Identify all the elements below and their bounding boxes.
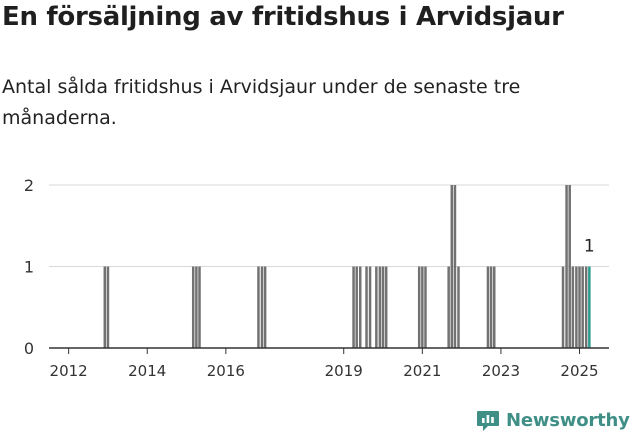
brand-name: Newsworthy — [506, 409, 630, 431]
bar — [489, 266, 493, 348]
chart-title: En försäljning av fritidshus i Arvidsjau… — [2, 2, 564, 32]
bar — [381, 266, 385, 348]
x-tick-label: 2023 — [482, 362, 520, 380]
x-tick-label: 2025 — [560, 362, 598, 380]
chart-subtitle: Antal sålda fritidshus i Arvidsjaur unde… — [2, 76, 521, 129]
bar — [492, 266, 496, 348]
x-tick-label: 2014 — [128, 362, 166, 380]
bar — [106, 266, 110, 348]
bar — [378, 266, 382, 348]
bar — [578, 266, 581, 348]
bar — [195, 266, 198, 348]
bar — [486, 266, 490, 348]
bar — [358, 266, 362, 348]
bar — [447, 266, 450, 348]
bar-chart: 0 1 2 1 2012 2014 2016 2019 2021 2023 2025 — [24, 176, 609, 380]
bar — [565, 185, 568, 348]
bar — [417, 266, 421, 348]
y-tick-label: 1 — [24, 258, 34, 277]
y-tick-label: 2 — [24, 176, 34, 195]
bar — [571, 266, 575, 348]
bar — [457, 266, 460, 348]
bar — [581, 266, 584, 348]
x-tick-label: 2012 — [50, 362, 88, 380]
x-tick-label: 2021 — [403, 362, 441, 380]
bar — [257, 266, 260, 348]
bar — [352, 266, 355, 348]
newsworthy-logo-icon — [477, 411, 499, 431]
bar — [575, 266, 578, 348]
bar — [568, 185, 571, 348]
bar — [355, 266, 358, 348]
bar — [384, 266, 388, 348]
x-tick-label: 2019 — [325, 362, 363, 380]
bar — [450, 185, 454, 348]
bar — [453, 185, 457, 348]
bar-highlight — [588, 266, 591, 348]
x-tick-label: 2016 — [207, 362, 245, 380]
bar — [375, 266, 378, 348]
data-label: 1 — [584, 237, 595, 257]
bar — [421, 266, 424, 348]
bar — [368, 266, 372, 348]
brand-logo: Newsworthy — [476, 408, 630, 432]
bar — [424, 266, 427, 348]
bar — [584, 266, 588, 348]
bar — [260, 266, 264, 348]
bar — [561, 266, 565, 348]
bar — [191, 266, 195, 348]
bar — [263, 266, 267, 348]
bar — [103, 266, 107, 348]
y-tick-label: 0 — [24, 339, 34, 358]
bar — [198, 266, 201, 348]
bar — [365, 266, 368, 348]
